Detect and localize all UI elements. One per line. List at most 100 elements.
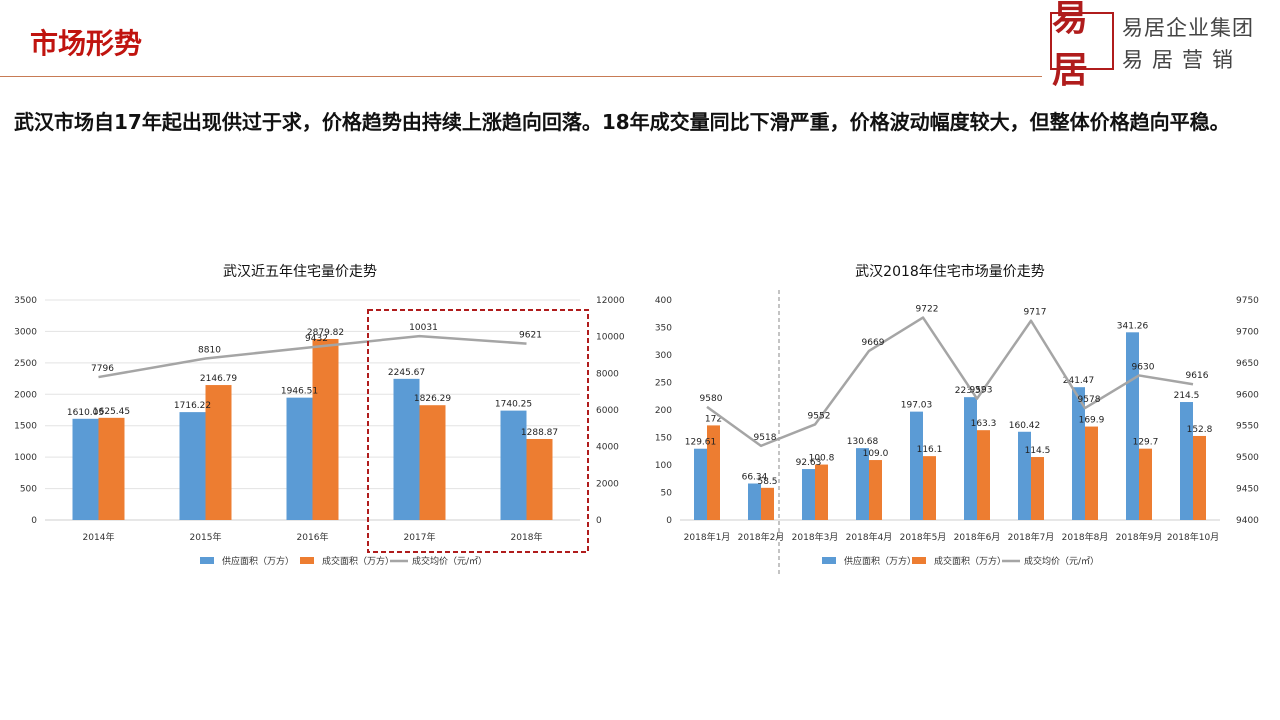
deal-value-label: 129.7 <box>1133 438 1159 448</box>
bar-supply <box>179 412 206 520</box>
y-left-tick-label: 0 <box>666 516 672 526</box>
supply-value-label: 1610.05 <box>67 408 104 418</box>
price-value-label: 9616 <box>1186 371 1209 381</box>
price-line <box>98 334 527 379</box>
bar-deal <box>869 460 882 520</box>
x-tick-label: 2018年9月 <box>1116 531 1163 543</box>
bar-deal <box>1031 457 1044 520</box>
bar-deal <box>707 425 720 520</box>
bar-supply <box>964 397 977 520</box>
legend-label: 成交均价（元/㎡） <box>412 555 487 567</box>
legend-label: 成交面积（万方） <box>934 555 1006 567</box>
supply-value-label: 129.61 <box>685 438 717 448</box>
bar-deal <box>977 430 990 520</box>
supply-value-label: 197.03 <box>901 401 933 411</box>
y-left-tick-label: 100 <box>655 461 672 471</box>
price-value-label: 9722 <box>916 305 939 315</box>
y-left-tick-label: 2500 <box>14 359 37 369</box>
x-tick-label: 2018年 <box>511 531 543 543</box>
supply-value-label: 92.63 <box>796 458 822 468</box>
y-left-tick-label: 200 <box>655 406 672 416</box>
chart-2018-monthly-svg: 武汉2018年住宅市场量价走势 0 50 100 150 200 250 300 350 400 9… <box>655 263 1259 574</box>
x-tick-label: 2017年 <box>404 531 436 543</box>
bar-supply <box>393 378 420 520</box>
bar-deal <box>419 405 446 520</box>
price-value-label: 7796 <box>91 364 114 374</box>
supply-value-label: 1716.22 <box>174 401 211 411</box>
bar-deal <box>1085 426 1098 520</box>
bar-deal <box>1139 448 1152 520</box>
bar-deal <box>312 338 339 520</box>
x-tick-label: 2018年1月 <box>684 531 731 543</box>
bar-deal <box>923 456 936 520</box>
bar-supply <box>856 448 869 520</box>
deal-value-label: 2879.82 <box>307 328 344 338</box>
deal-value-label: 172 <box>705 414 722 424</box>
price-value-label: 10031 <box>409 323 438 333</box>
y-left-tick-label: 3500 <box>14 296 37 306</box>
legend-label: 供应面积（万方） <box>844 555 916 567</box>
supply-value-label: 130.68 <box>847 437 879 447</box>
x-tick-label: 2014年 <box>83 531 115 543</box>
price-value-label: 9593 <box>970 386 993 396</box>
supply-value-label: 66.34 <box>742 473 768 483</box>
y-left-tick-label: 300 <box>655 351 672 361</box>
bar-deal <box>526 438 553 520</box>
bar-supply <box>1180 402 1193 520</box>
y-left-tick-label: 3000 <box>14 327 37 337</box>
x-tick-label: 2018年6月 <box>954 531 1001 543</box>
price-value-label: 9717 <box>1024 308 1047 318</box>
chart-title: 武汉2018年住宅市场量价走势 <box>855 263 1045 280</box>
y-right-tick-label: 9550 <box>1236 422 1259 432</box>
bar-supply <box>1072 387 1085 520</box>
bar-supply <box>910 411 923 520</box>
y-left-tick-label: 1000 <box>14 453 37 463</box>
deal-value-label: 100.8 <box>809 454 835 464</box>
y-right-tick-label: 2000 <box>596 479 619 489</box>
deal-value-label: 152.8 <box>1187 425 1213 435</box>
x-tick-label: 2018年4月 <box>846 531 893 543</box>
supply-value-label: 341.26 <box>1117 321 1149 331</box>
supply-value-label: 241.47 <box>1063 376 1095 386</box>
bar-supply <box>72 418 99 520</box>
bar-supply <box>500 410 527 520</box>
x-tick-label: 2018年3月 <box>792 531 839 543</box>
bar-supply <box>802 469 815 520</box>
deal-value-label: 114.5 <box>1025 446 1051 456</box>
legend-swatch <box>200 557 214 564</box>
price-value-label: 9518 <box>754 433 777 443</box>
y-left-tick-label: 150 <box>655 434 672 444</box>
bar-supply <box>1018 431 1031 520</box>
page-title: 市场形势 <box>30 27 143 60</box>
y-left-tick-label: 250 <box>655 379 672 389</box>
y-right-tick-label: 9600 <box>1236 390 1259 400</box>
chart-2018-monthly: 武汉2018年住宅市场量价走势 0 50 100 150 200 250 300 350 400 9… <box>640 252 1270 582</box>
legend-label: 成交面积（万方） <box>322 555 394 567</box>
legend-swatch <box>300 557 314 564</box>
y-right-tick-label: 10000 <box>596 333 625 343</box>
supply-value-label: 2245.67 <box>388 368 425 378</box>
y-right-tick-label: 0 <box>596 516 602 526</box>
bar-supply <box>286 397 313 520</box>
highlight-box <box>367 309 589 553</box>
chart-five-year: 武汉近五年住宅量价走势 0 500 1000 1500 2000 2500 3000 3500 0… <box>10 252 640 582</box>
x-tick-label: 2018年8月 <box>1062 531 1109 543</box>
chart-five-year-svg: 武汉近五年住宅量价走势 0 500 1000 1500 2000 2500 3000 3500 0… <box>14 264 625 567</box>
supply-value-label: 1946.51 <box>281 387 318 397</box>
x-tick-label: 2018年7月 <box>1008 531 1055 543</box>
price-value-label: 9630 <box>1132 362 1155 372</box>
y-right-tick-label: 9450 <box>1236 485 1259 495</box>
price-value-label: 9432 <box>305 334 328 344</box>
bar-deal <box>98 417 125 520</box>
y-left-tick-label: 350 <box>655 324 672 334</box>
price-value-label: 9621 <box>519 331 542 341</box>
y-left-tick-label: 400 <box>655 296 672 306</box>
price-value-label: 8810 <box>198 345 221 355</box>
y-left-tick-label: 50 <box>661 489 673 499</box>
deal-value-label: 58.5 <box>757 477 777 487</box>
header-divider <box>0 76 1042 77</box>
y-right-tick-label: 9750 <box>1236 296 1259 306</box>
legend-label: 供应面积（万方） <box>222 555 294 567</box>
brand-subname: 易居营销 <box>1122 48 1242 72</box>
brand-name: 易居企业集团 <box>1122 16 1254 40</box>
